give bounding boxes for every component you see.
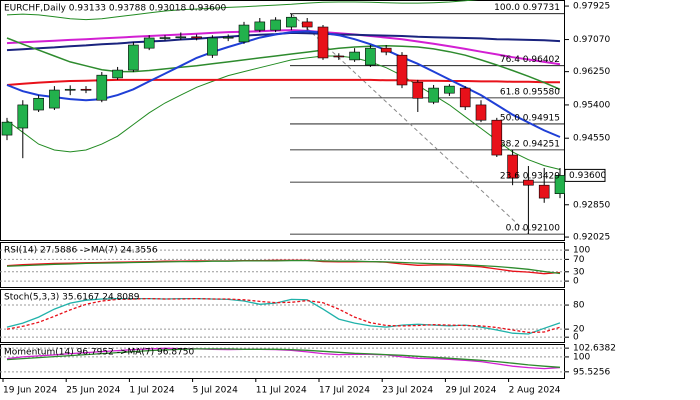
panel-title: Stoch(5,3,3) 35.6167 24.8089 xyxy=(4,293,140,303)
panel-title: Momentum(14) 96.7952 ->MA(7) 96.8750 xyxy=(4,348,195,358)
candle-body xyxy=(175,36,187,39)
candle-body xyxy=(207,37,218,56)
candle-body xyxy=(554,175,565,194)
candle-body xyxy=(428,87,439,103)
candle-body xyxy=(396,54,408,86)
candle-body xyxy=(317,26,329,59)
candle-body xyxy=(64,88,76,91)
line xyxy=(6,348,561,368)
fib-label: 61.8 0.95580 xyxy=(500,87,560,97)
fib-label: 100.0 0.97731 xyxy=(494,3,560,13)
candle-body xyxy=(491,119,503,156)
panel-plot xyxy=(0,249,565,282)
candle-body xyxy=(380,47,392,53)
y-tick-label: 100 xyxy=(573,352,590,362)
line xyxy=(6,259,561,275)
candle-body xyxy=(412,81,424,99)
x-tick-label: 1 Jul 2024 xyxy=(129,386,174,396)
candle-body xyxy=(1,121,13,136)
panel-title: RSI(14) 27.5886 ->MA(7) 24.3556 xyxy=(4,246,158,256)
fib-trend xyxy=(291,13,529,235)
price-tag-label: 0.93600 xyxy=(569,171,606,181)
candle-body xyxy=(286,16,297,28)
y-tick-label: 0 xyxy=(573,333,579,343)
candle-body xyxy=(444,85,455,94)
fib-label: 38.2 0.94251 xyxy=(500,139,560,149)
candle-body xyxy=(143,37,155,49)
x-tick-label: 5 Jul 2024 xyxy=(193,386,238,396)
line xyxy=(6,29,561,66)
candle-body xyxy=(301,21,313,28)
candle-body xyxy=(96,74,108,101)
candle-body xyxy=(80,88,92,91)
fib-label: 50.0 0.94915 xyxy=(500,113,560,123)
candle-body xyxy=(270,19,281,31)
line xyxy=(6,297,561,334)
y-tick-label: 100 xyxy=(573,246,590,256)
panel-plot xyxy=(1,0,565,235)
candle-body xyxy=(17,104,29,129)
y-tick-label: 70 xyxy=(573,255,585,265)
candle-body xyxy=(333,55,345,58)
panel-title: EURCHF,Daily 0.93133 0.93788 0.93018 0.9… xyxy=(4,4,227,14)
fib-label: 23.6 0.93429 xyxy=(500,172,560,182)
y-tick-label: 30 xyxy=(573,267,585,277)
candle-body xyxy=(475,104,487,121)
candle-body xyxy=(222,36,234,39)
price-tag xyxy=(564,168,606,182)
x-tick-label: 29 Jul 2024 xyxy=(445,386,496,396)
y-tick-label: 0.94550 xyxy=(573,134,610,144)
line xyxy=(6,37,561,90)
fib-label: 76.4 0.96402 xyxy=(500,55,560,65)
candle-body xyxy=(365,47,376,66)
fib-label: 0.0 0.92100 xyxy=(506,224,561,234)
panel-frame xyxy=(0,242,565,288)
y-tick-label: 95.5256 xyxy=(573,367,610,377)
candle-body xyxy=(349,51,360,61)
y-tick-label: 0.92850 xyxy=(573,200,610,210)
candle-body xyxy=(238,24,250,43)
candle-body xyxy=(523,179,534,186)
panel-plot xyxy=(0,297,565,338)
x-tick-label: 23 Jul 2024 xyxy=(382,386,433,396)
candle-body xyxy=(191,36,202,39)
candle-body xyxy=(459,87,471,108)
candle-body xyxy=(49,89,60,109)
panel-plot xyxy=(0,347,565,373)
x-tick-label: 11 Jul 2024 xyxy=(256,386,307,396)
line xyxy=(6,55,561,170)
y-tick-label: 20 xyxy=(573,325,585,335)
x-tick-label: 2 Aug 2024 xyxy=(509,386,561,396)
x-tick-label: 25 Jun 2024 xyxy=(66,386,120,396)
y-tick-label: 0.97925 xyxy=(573,2,610,12)
panel-frame xyxy=(0,289,565,343)
y-tick-label: 0.95400 xyxy=(573,100,610,110)
y-tick-label: 0.92025 xyxy=(573,233,610,243)
panel-frame xyxy=(0,0,565,241)
y-tick-label: 0 xyxy=(573,277,579,287)
x-tick-label: 17 Jul 2024 xyxy=(319,386,370,396)
x-tick-label: 19 Jun 2024 xyxy=(3,386,57,396)
candle-body xyxy=(538,184,550,199)
candle-body xyxy=(254,21,266,31)
candle-body xyxy=(507,154,518,179)
candle-body xyxy=(128,44,139,71)
y-tick-label: 0.96250 xyxy=(573,67,610,77)
candle-body xyxy=(159,37,171,39)
candle-body xyxy=(112,69,123,79)
line xyxy=(6,0,479,21)
y-tick-label: 0.97070 xyxy=(573,35,610,45)
candle-body xyxy=(33,97,44,111)
y-tick-label: 102.6382 xyxy=(573,344,616,354)
y-tick-label: 80 xyxy=(573,301,585,311)
panel-frame xyxy=(0,344,565,379)
